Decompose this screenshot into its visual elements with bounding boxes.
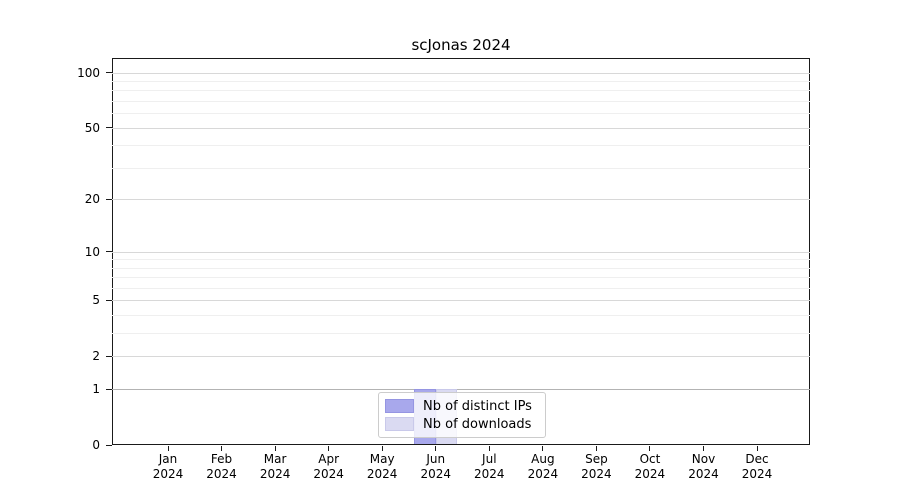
legend-item-downloads: Nb of downloads — [385, 417, 539, 432]
major-gridline — [112, 300, 810, 302]
x-tick-label: Jul 2024 — [459, 452, 519, 482]
major-gridline — [112, 127, 810, 129]
major-gridline — [112, 356, 810, 358]
y-tick — [106, 388, 112, 390]
major-gridline — [112, 389, 810, 391]
year-label: 2024 — [206, 467, 237, 481]
y-tick — [106, 355, 112, 357]
minor-gridline — [112, 315, 810, 317]
x-tick — [167, 446, 169, 451]
x-tick — [595, 446, 597, 451]
minor-gridline — [112, 145, 810, 147]
year-label: 2024 — [313, 467, 344, 481]
minor-gridline — [112, 101, 810, 103]
year-label: 2024 — [741, 467, 773, 481]
month-label: Jul — [482, 452, 497, 466]
y-tick-label: 2 — [92, 349, 100, 364]
y-tick — [106, 198, 112, 200]
year-label: 2024 — [634, 467, 666, 481]
year-label: 2024 — [366, 467, 398, 481]
y-tick-label: 1 — [92, 382, 100, 397]
month-label: Jan — [158, 452, 178, 466]
x-tick-label: Mar 2024 — [245, 452, 305, 482]
minor-gridline — [112, 259, 810, 261]
x-tick-label: Aug 2024 — [513, 452, 573, 482]
x-tick — [703, 446, 704, 451]
major-gridline — [112, 251, 810, 253]
y-tick-label: 0 — [92, 438, 100, 452]
x-tick-label: Oct 2024 — [620, 452, 680, 482]
month-label: May — [369, 452, 395, 466]
x-tick — [488, 446, 490, 451]
x-tick-label: Nov 2024 — [674, 452, 734, 482]
legend-label-distinct-ips: Nb of distinct IPs — [423, 398, 532, 414]
month-label: Aug — [531, 452, 555, 466]
y-tick — [106, 251, 112, 252]
x-tick — [381, 446, 383, 451]
month-label: Feb — [210, 452, 233, 466]
x-tick-label: Jun 2024 — [406, 452, 466, 482]
legend-swatch-downloads — [385, 417, 414, 431]
year-label: 2024 — [688, 467, 719, 481]
x-tick — [649, 446, 651, 451]
x-tick-label: May 2024 — [352, 452, 412, 482]
month-label: Dec — [745, 452, 769, 466]
minor-gridline — [112, 90, 810, 92]
minor-gridline — [112, 167, 810, 169]
year-label: 2024 — [420, 467, 452, 481]
year-label: 2024 — [527, 467, 559, 481]
chart-title: scJonas 2024 — [411, 36, 511, 54]
x-tick-label: Jan 2024 — [138, 452, 198, 482]
month-label: Apr — [318, 452, 340, 466]
minor-gridline — [112, 80, 810, 82]
year-label: 2024 — [581, 467, 612, 481]
y-tick-label: 10 — [84, 244, 100, 259]
year-label: 2024 — [474, 467, 505, 481]
major-gridline — [112, 72, 810, 74]
x-tick — [542, 446, 544, 451]
major-gridline — [112, 199, 810, 201]
x-tick-label: Sep 2024 — [566, 452, 626, 482]
y-tick-label: 5 — [92, 293, 100, 308]
minor-gridline — [112, 113, 810, 115]
minor-gridline — [112, 267, 810, 269]
x-tick-label: Dec 2024 — [727, 452, 787, 482]
y-tick-label: 20 — [84, 192, 100, 207]
minor-gridline — [112, 287, 810, 289]
x-tick — [756, 446, 758, 451]
legend-label-downloads: Nb of downloads — [423, 416, 532, 432]
minor-gridline — [112, 277, 810, 279]
x-tick — [221, 446, 223, 451]
minor-gridline — [112, 333, 810, 335]
month-label: Mar — [263, 452, 287, 466]
y-tick-label: 100 — [77, 65, 100, 80]
y-tick — [106, 127, 112, 129]
month-label: Oct — [639, 452, 661, 466]
x-tick — [328, 446, 330, 451]
legend: Nb of distinct IPs Nb of downloads — [378, 392, 546, 438]
y-tick — [106, 299, 112, 301]
legend-item-distinct-ips: Nb of distinct IPs — [385, 399, 539, 414]
month-label: Nov — [691, 452, 716, 466]
year-label: 2024 — [259, 467, 291, 481]
month-label: Jun — [426, 452, 446, 466]
y-tick — [106, 444, 112, 446]
y-tick — [106, 72, 112, 74]
legend-swatch-distinct-ips — [385, 399, 414, 413]
x-tick-label: Apr 2024 — [299, 452, 359, 482]
x-tick-label: Feb 2024 — [192, 452, 252, 482]
year-label: 2024 — [152, 467, 184, 481]
x-tick — [274, 446, 276, 451]
y-tick-label: 50 — [84, 120, 100, 135]
x-tick — [435, 446, 437, 451]
plot-area — [112, 58, 810, 445]
month-label: Sep — [585, 452, 608, 466]
